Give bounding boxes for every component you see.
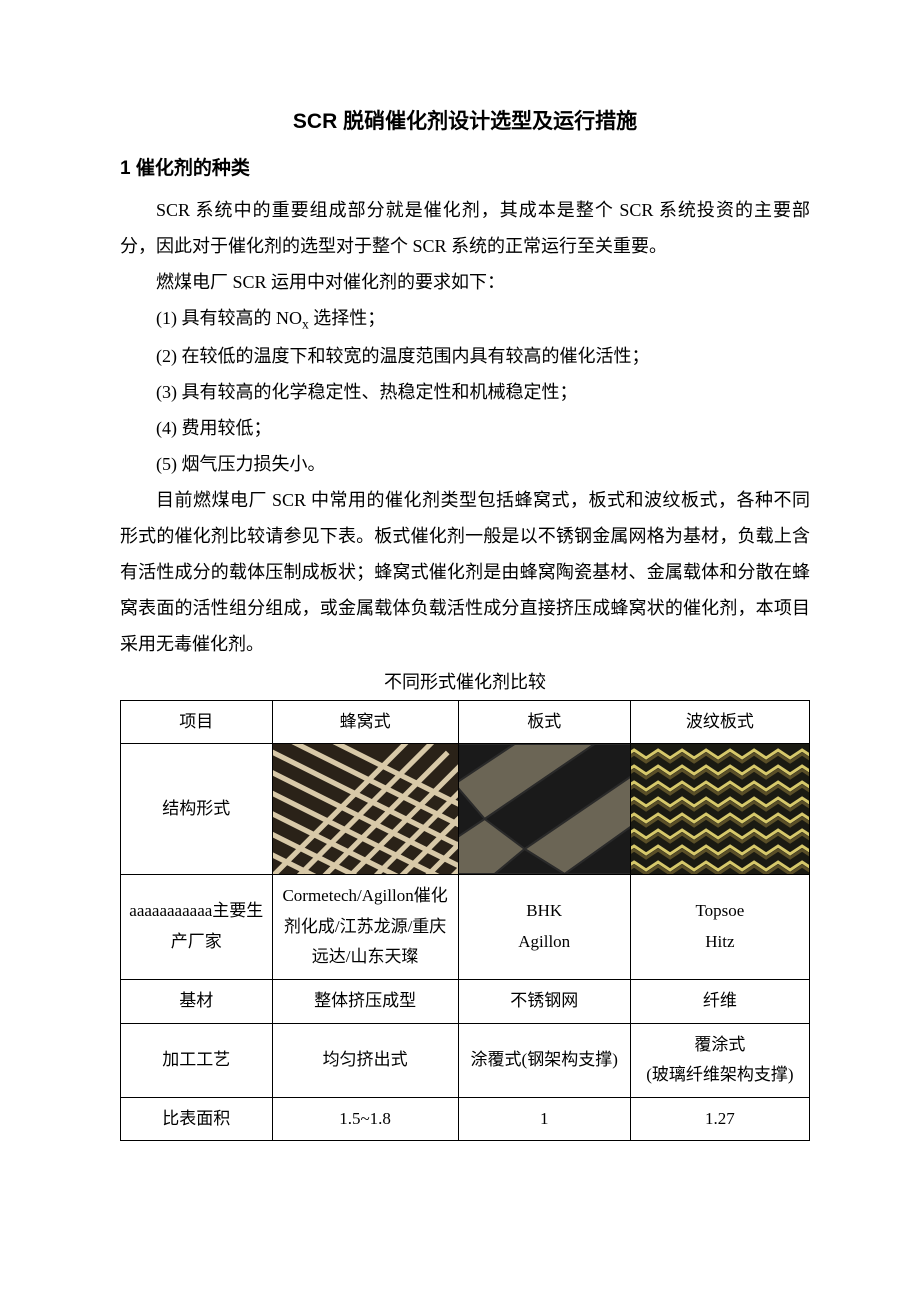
catalyst-comparison-table: 项目 蜂窝式 板式 波纹板式 结构形式 bbox=[120, 700, 810, 1142]
area-corrugated: 1.27 bbox=[630, 1097, 809, 1141]
table-row-area: 比表面积 1.5~1.8 1 1.27 bbox=[121, 1097, 810, 1141]
table-row-process: 加工工艺 均匀挤出式 涂覆式(钢架构支撑) 覆涂式 (玻璃纤维架构支撑) bbox=[121, 1023, 810, 1097]
paragraph-types: 目前燃煤电厂 SCR 中常用的催化剂类型包括蜂窝式，板式和波纹板式，各种不同形式… bbox=[120, 482, 810, 662]
structure-image-corrugated bbox=[630, 744, 809, 875]
requirement-item-2: (2) 在较低的温度下和较宽的温度范围内具有较高的催化活性； bbox=[120, 338, 810, 374]
process-corrugated: 覆涂式 (玻璃纤维架构支撑) bbox=[630, 1023, 809, 1097]
structure-image-plate bbox=[458, 744, 630, 875]
process-plate: 涂覆式(钢架构支撑) bbox=[458, 1023, 630, 1097]
honeycomb-icon bbox=[273, 744, 458, 874]
structure-image-honeycomb bbox=[272, 744, 458, 875]
base-label: 基材 bbox=[121, 979, 273, 1023]
paragraph-requirements-lead: 燃煤电厂 SCR 运用中对催化剂的要求如下： bbox=[120, 264, 810, 300]
header-item: 项目 bbox=[121, 700, 273, 744]
mfr-plate: BHK Agillon bbox=[458, 875, 630, 980]
table-caption: 不同形式催化剂比较 bbox=[120, 668, 810, 694]
mfr-corrugated: Topsoe Hitz bbox=[630, 875, 809, 980]
document-title: SCR 脱硝催化剂设计选型及运行措施 bbox=[120, 105, 810, 135]
header-plate: 板式 bbox=[458, 700, 630, 744]
table-row-manufacturer: aaaaaaaaaaa主要生产厂家 Cormetech/Agillon催化剂化成… bbox=[121, 875, 810, 980]
area-label: 比表面积 bbox=[121, 1097, 273, 1141]
area-honeycomb: 1.5~1.8 bbox=[272, 1097, 458, 1141]
area-plate: 1 bbox=[458, 1097, 630, 1141]
table-row-structure: 结构形式 bbox=[121, 744, 810, 875]
process-honeycomb: 均匀挤出式 bbox=[272, 1023, 458, 1097]
requirement-1-text-a: (1) 具有较高的 NO bbox=[156, 308, 302, 328]
mfr-honeycomb: Cormetech/Agillon催化剂化成/江苏龙源/重庆远达/山东天璨 bbox=[272, 875, 458, 980]
mfr-label: aaaaaaaaaaa主要生产厂家 bbox=[121, 875, 273, 980]
paragraph-intro: SCR 系统中的重要组成部分就是催化剂，其成本是整个 SCR 系统投资的主要部分… bbox=[120, 192, 810, 264]
corrugated-icon bbox=[631, 744, 809, 874]
structure-label: 结构形式 bbox=[121, 744, 273, 875]
base-honeycomb: 整体挤压成型 bbox=[272, 979, 458, 1023]
table-header-row: 项目 蜂窝式 板式 波纹板式 bbox=[121, 700, 810, 744]
base-plate: 不锈钢网 bbox=[458, 979, 630, 1023]
header-corrugated: 波纹板式 bbox=[630, 700, 809, 744]
base-corrugated: 纤维 bbox=[630, 979, 809, 1023]
section-heading-1: 1 催化剂的种类 bbox=[120, 153, 810, 180]
plate-icon bbox=[459, 744, 630, 874]
requirement-1-text-b: 选择性； bbox=[309, 308, 386, 328]
process-label: 加工工艺 bbox=[121, 1023, 273, 1097]
table-row-base: 基材 整体挤压成型 不锈钢网 纤维 bbox=[121, 979, 810, 1023]
header-honeycomb: 蜂窝式 bbox=[272, 700, 458, 744]
requirement-item-4: (4) 费用较低； bbox=[120, 410, 810, 446]
requirement-item-5: (5) 烟气压力损失小。 bbox=[120, 446, 810, 482]
document-page: SCR 脱硝催化剂设计选型及运行措施 1 催化剂的种类 SCR 系统中的重要组成… bbox=[0, 0, 920, 1302]
requirement-item-1: (1) 具有较高的 NOx 选择性； bbox=[120, 300, 810, 338]
requirement-item-3: (3) 具有较高的化学稳定性、热稳定性和机械稳定性； bbox=[120, 374, 810, 410]
requirement-1-subscript: x bbox=[302, 317, 309, 332]
